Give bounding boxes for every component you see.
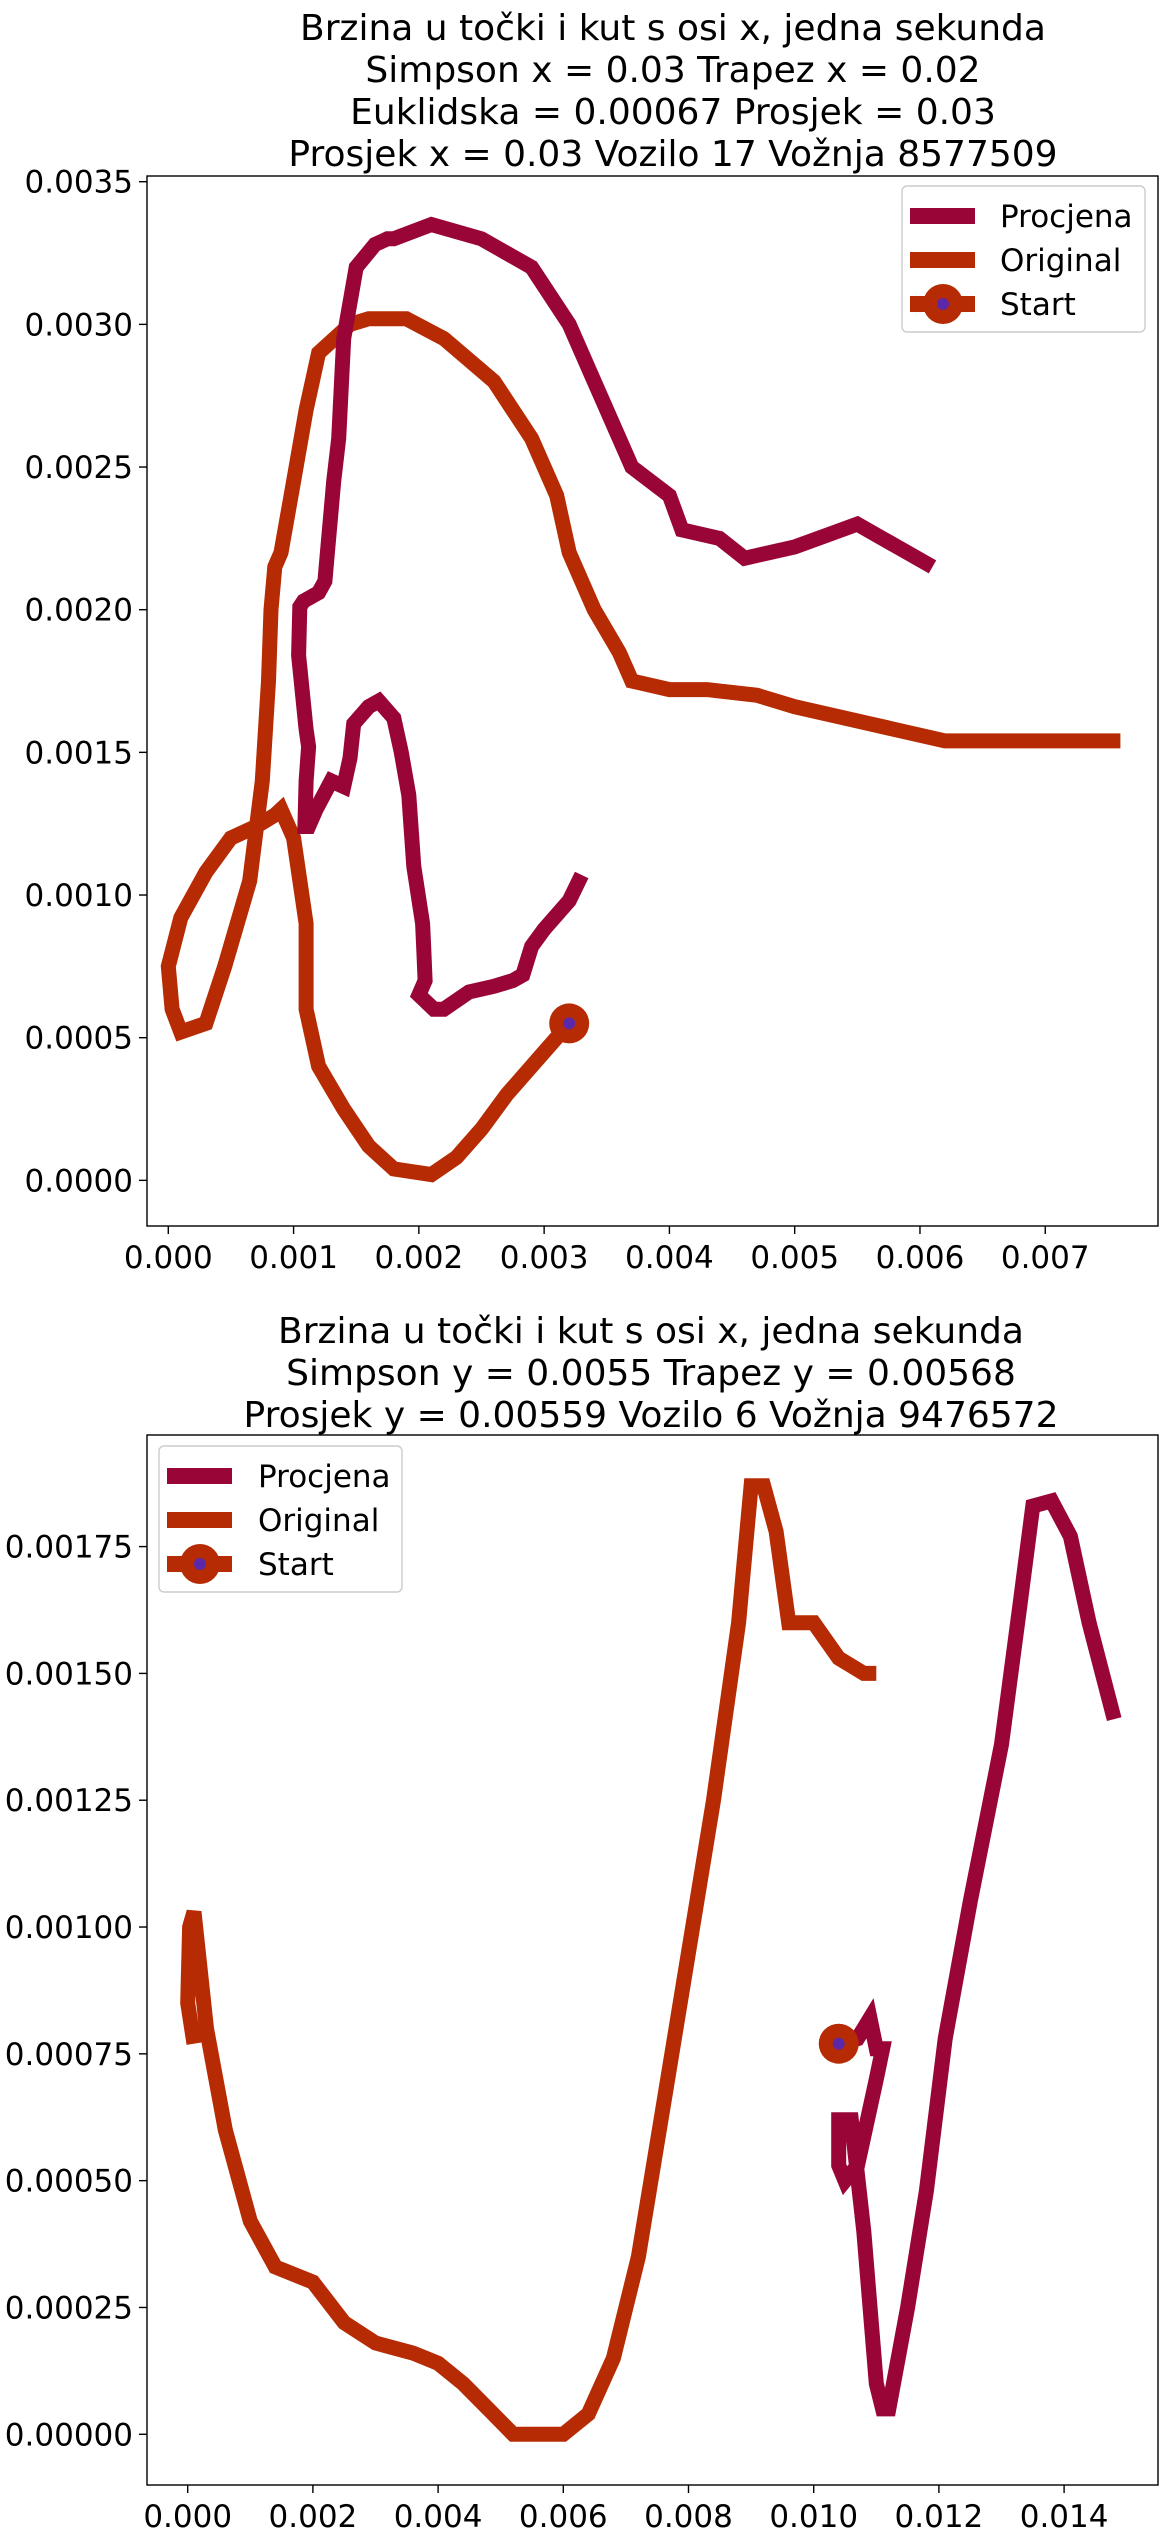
chart-1-title-line-2: Simpson x = 0.03 Trapez x = 0.02 (365, 50, 980, 91)
chart-2-x-tick-label: 0.008 (644, 2499, 733, 2534)
chart-1-x-tick-label: 0.005 (750, 1240, 839, 1276)
chart-1-x-tick-label: 0.001 (249, 1240, 338, 1276)
chart-1-original-line (160, 311, 1121, 1183)
chart-1-y-tick-label: 0.0025 (25, 450, 133, 486)
chart-2-legend-start-center (194, 1558, 206, 1570)
chart-1-y-tick-label: 0.0015 (25, 735, 133, 771)
chart-1-legend-start-center (937, 298, 949, 310)
chart-1: Brzina u točki i kut s osi x, jedna seku… (25, 8, 1159, 1276)
chart-2-legend: Procjena Original Start (158, 1445, 403, 1593)
chart-1-x-tick-label: 0.002 (374, 1240, 463, 1276)
chart-1-y-tick-label: 0.0030 (25, 307, 133, 343)
chart-2-legend-procjena-label: Procjena (258, 1459, 391, 1495)
chart-1-title-line-3: Euklidska = 0.00067 Prosjek = 0.03 (350, 92, 996, 133)
chart-1-x-tick-label: 0.007 (1001, 1240, 1090, 1276)
chart-2-ticks: 0.000 0.002 0.004 0.006 0.008 0.010 0.012 0.014… (5, 1530, 1109, 2534)
chart-1-ticks: 0.000 0.001 0.002 0.003 0.004 0.005 0.006 0.007… (25, 165, 1090, 1276)
chart-2-plot-frame (146, 1434, 1159, 2486)
chart-1-y-tick-label: 0.0005 (25, 1021, 133, 1057)
chart-1-legend: Procjena Original Start (901, 185, 1146, 333)
chart-2-procjena-line (831, 1492, 1122, 2417)
chart-2-start-center (832, 2037, 845, 2050)
chart-1-y-tick-label: 0.0035 (25, 165, 133, 201)
chart-2: Brzina u točki i kut s osi x, jedna seku… (5, 1311, 1159, 2534)
chart-1-lines (160, 216, 1121, 1183)
chart-1-y-tick-label: 0.0010 (25, 878, 133, 914)
chart-2-x-tick-label: 0.012 (895, 2499, 984, 2534)
chart-1-legend-start-label: Start (1000, 287, 1076, 323)
chart-1-y-tick-label: 0.0000 (25, 1163, 133, 1199)
chart-2-lines (180, 1478, 1122, 2442)
chart-1-legend-procjena-label: Procjena (1000, 199, 1133, 235)
chart-1-y-tick-label: 0.0020 (25, 593, 133, 629)
chart-2-y-tick-label: 0.00075 (5, 2037, 133, 2073)
chart-1-plot-frame (146, 175, 1159, 1227)
chart-1-procjena-line (291, 216, 937, 1017)
chart-2-original-line (180, 1478, 877, 2442)
chart-2-title-line-2: Simpson y = 0.0055 Trapez y = 0.00568 (286, 1353, 1016, 1394)
chart-2-x-tick-label: 0.006 (519, 2499, 608, 2534)
chart-2-y-tick-label: 0.00025 (5, 2290, 133, 2326)
chart-2-y-tick-label: 0.00000 (5, 2417, 133, 2453)
chart-1-start-center (563, 1017, 576, 1030)
chart-1-x-tick-label: 0.006 (876, 1240, 965, 1276)
chart-2-legend-start-label: Start (258, 1547, 334, 1583)
chart-2-y-tick-label: 0.00125 (5, 1783, 133, 1819)
chart-2-y-tick-label: 0.00150 (5, 1656, 133, 1692)
chart-1-legend-original-label: Original (1000, 243, 1121, 279)
chart-2-title-line-3: Prosjek y = 0.00559 Vozilo 6 Vožnja 9476… (244, 1395, 1059, 1436)
chart-2-legend-original-label: Original (258, 1503, 379, 1539)
chart-2-y-tick-label: 0.00100 (5, 1910, 133, 1946)
chart-1-title-line-1: Brzina u točki i kut s osi x, jedna seku… (300, 8, 1046, 49)
chart-2-x-tick-label: 0.010 (769, 2499, 858, 2534)
chart-2-x-tick-label: 0.004 (394, 2499, 483, 2534)
chart-2-y-tick-label: 0.00050 (5, 2164, 133, 2200)
chart-2-x-tick-label: 0.000 (143, 2499, 232, 2534)
chart-1-x-tick-label: 0.004 (625, 1240, 714, 1276)
chart-2-x-tick-label: 0.002 (269, 2499, 358, 2534)
chart-2-y-tick-label: 0.00175 (5, 1530, 133, 1566)
chart-1-title-line-4: Prosjek x = 0.03 Vozilo 17 Vožnja 857750… (288, 134, 1057, 175)
chart-2-title-line-1: Brzina u točki i kut s osi x, jedna seku… (278, 1311, 1024, 1352)
chart-1-x-tick-label: 0.000 (124, 1240, 213, 1276)
chart-2-x-tick-label: 0.014 (1020, 2499, 1109, 2534)
chart-1-x-tick-label: 0.003 (500, 1240, 589, 1276)
